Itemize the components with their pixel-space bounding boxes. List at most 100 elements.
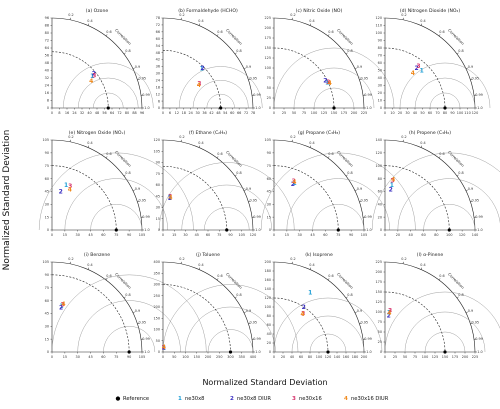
correlation-tick-label: 0.99 [142, 93, 150, 97]
x-tick-label: 0 [51, 233, 53, 237]
x-tick-label: 54 [223, 111, 227, 115]
x-tick-label: 140 [472, 233, 478, 237]
correlation-tick [234, 296, 237, 299]
model-point: 1 [59, 303, 63, 310]
rmsd-arc [38, 152, 194, 231]
correlation-tick [465, 311, 468, 313]
model-point: 4 [197, 82, 201, 89]
y-tick-label: 24 [156, 79, 160, 83]
correlation-label: Correlation [225, 272, 244, 291]
model-point: 4 [292, 179, 296, 186]
y-tick-label: 0 [269, 350, 271, 354]
y-tick-label: 400 [154, 260, 160, 264]
x-tick-label: 90 [228, 233, 232, 237]
x-tick-label: 180 [352, 355, 358, 359]
y-tick-label: 60 [45, 177, 49, 181]
correlation-tick [354, 189, 357, 191]
y-tick-label: 30 [156, 206, 160, 210]
x-tick-label: 10 [390, 111, 394, 115]
y-tick-label: 75 [45, 286, 49, 290]
correlation-tick-label: 0.9 [246, 187, 251, 191]
x-tick-label: 60 [428, 111, 432, 115]
correlation-tick-label: 0.4 [198, 263, 203, 267]
x-tick-label: 125 [432, 355, 438, 359]
x-tick-label: 60 [421, 233, 425, 237]
model-point: 2 [389, 186, 393, 193]
rmsd-arc [192, 80, 249, 109]
y-tick-label: 60 [45, 299, 49, 303]
x-tick-label: 110 [464, 111, 470, 115]
taylor-subplot: (a) Ozone 0.2 0.4 0.6 0.8 0.9 0.95 0.99 1.0 Corre… [45, 8, 154, 115]
y-tick-label: 30 [267, 202, 271, 206]
x-tick-label: 56 [102, 111, 106, 115]
correlation-tick [420, 23, 423, 26]
outer-arc [162, 139, 254, 231]
subplot-title: (d) Nitrogen Dioxide (NO₂) [400, 8, 461, 14]
correlation-tick-label: 0.2 [179, 13, 184, 17]
x-tick-label: 100 [182, 355, 188, 359]
x-tick-label: 45 [88, 233, 92, 237]
y-tick-label: 150 [265, 46, 271, 50]
x-tick-label: 150 [194, 355, 200, 359]
y-tick-label: 200 [154, 305, 160, 309]
y-tick-label: 45 [156, 194, 160, 198]
correlation-tick [359, 323, 362, 325]
model-point: 3 [68, 183, 72, 190]
x-tick-label: 48 [216, 111, 220, 115]
taylor-subplot: (h) Propene (C₃H₆)0.2 0.4 0.6 0.8 0.9 0.95 0.9… [371, 130, 500, 237]
x-tick-label: 250 [216, 355, 222, 359]
correlation-tick-label: 0.6 [328, 30, 333, 34]
rmsd-arc [51, 274, 207, 353]
x-tick-label: 0 [273, 233, 275, 237]
correlation-tick-label: 0.8 [458, 171, 463, 175]
y-tick-label: 25 [378, 340, 382, 344]
correlation-tick-label: 0.2 [401, 13, 406, 17]
y-tick-label: 100 [376, 31, 382, 35]
y-tick-label: 50 [267, 86, 271, 90]
taylor-subplot: (k) Isoprene 0.2 0.4 0.6 0.8 0.9 0.95 0.99 1.0 Co… [265, 252, 383, 359]
rmsd-arc [206, 94, 235, 109]
x-tick-label: 24 [72, 111, 76, 115]
y-tick-label: 105 [43, 260, 49, 264]
rmsd-arc [429, 92, 461, 109]
correlation-tick-label: 0.2 [68, 257, 73, 261]
correlation-tick-label: 0.99 [364, 215, 372, 219]
taylor-subplot: (b) Formaldehyde (HCHO)0.2 0.4 0.6 0.8 0.9 0.… [156, 8, 263, 115]
outer-arc [51, 261, 143, 353]
correlation-tick [327, 156, 330, 159]
reference-point [225, 228, 229, 232]
y-tick-label: 40 [45, 69, 49, 73]
correlation-tick [123, 174, 126, 177]
correlation-tick-label: 0.6 [106, 30, 111, 34]
correlation-tick-label: 1.0 [477, 106, 482, 110]
y-tick-label: 64 [45, 46, 49, 50]
x-axis-label: Normalized Standard Deviation [202, 378, 327, 387]
x-tick-label: 200 [462, 355, 468, 359]
correlation-tick-label: 0.6 [439, 274, 444, 278]
x-tick-label: 100 [446, 233, 452, 237]
y-tick-label: 96 [45, 16, 49, 20]
reference-std-arc [51, 51, 109, 109]
model-point: 4 [168, 194, 172, 201]
y-tick-label: 60 [156, 37, 160, 41]
correlation-label: Correlation [225, 28, 244, 47]
subplot-title: (j) Toluene [196, 252, 220, 258]
reference-point [336, 228, 340, 232]
x-tick-label: 88 [132, 111, 136, 115]
model-point: 4 [391, 176, 395, 183]
x-tick-label: 150 [331, 111, 337, 115]
reference-std-arc [51, 165, 117, 231]
rmsd-arc [423, 204, 476, 231]
correlation-tick [216, 278, 219, 281]
x-tick-label: 15 [172, 233, 176, 237]
y-tick-label: 12 [156, 92, 160, 96]
y-tick-label: 105 [154, 149, 160, 153]
model-point: 1 [390, 182, 394, 189]
legend-label: ne30x16 [299, 396, 322, 402]
y-tick-label: 30 [45, 324, 49, 328]
correlation-tick-label: 0.4 [198, 141, 203, 145]
y-axis-label: Normalized Standard Deviation [2, 130, 12, 271]
correlation-tick [132, 189, 135, 191]
x-tick-label: 160 [343, 355, 349, 359]
x-tick-label: 0 [162, 355, 164, 359]
